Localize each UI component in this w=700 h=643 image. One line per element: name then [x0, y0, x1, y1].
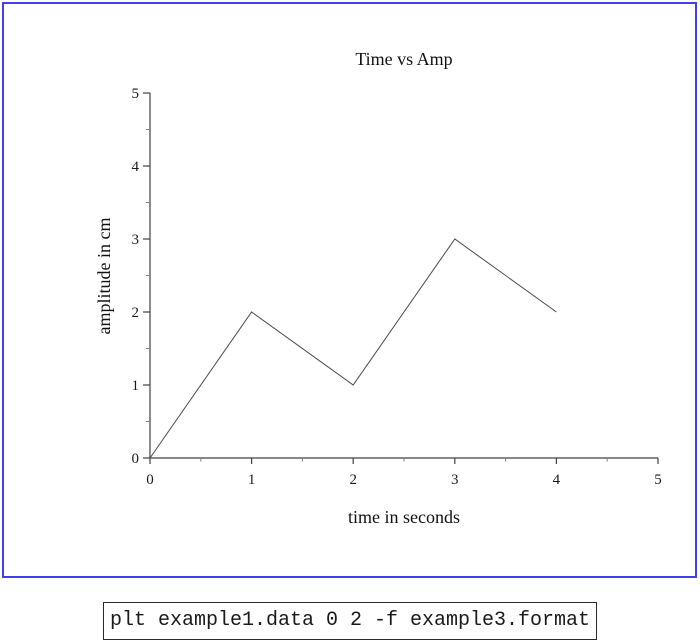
- y-tick-label: 0: [132, 451, 140, 467]
- y-tick-label: 3: [132, 232, 140, 248]
- command-box: plt example1.data 0 2 -f example3.format: [103, 602, 597, 640]
- command-text: plt example1.data 0 2 -f example3.format: [109, 609, 591, 632]
- chart-title: Time vs Amp: [355, 49, 453, 69]
- y-tick-label: 2: [132, 305, 140, 321]
- data-line: [149, 238, 557, 459]
- y-tick-label: 4: [132, 159, 140, 175]
- plot-window-frame: [2, 2, 697, 578]
- x-tick-label: 2: [349, 472, 357, 488]
- chart-canvas: 0 1 2 3 4 5 0 1 2 3 4 5: [132, 86, 662, 488]
- y-tick-label: 1: [132, 378, 140, 394]
- y-axis-label: amplitude in cm: [94, 217, 114, 335]
- x-tick-label: 5: [654, 472, 662, 488]
- x-tick-label: 3: [451, 472, 459, 488]
- x-tick-label: 0: [146, 472, 154, 488]
- axis-lines: [149, 93, 658, 459]
- x-tick-label: 1: [248, 472, 256, 488]
- x-tick-label: 4: [553, 472, 561, 488]
- y-tick-label: 5: [132, 86, 140, 102]
- x-axis-label: time in seconds: [348, 507, 460, 527]
